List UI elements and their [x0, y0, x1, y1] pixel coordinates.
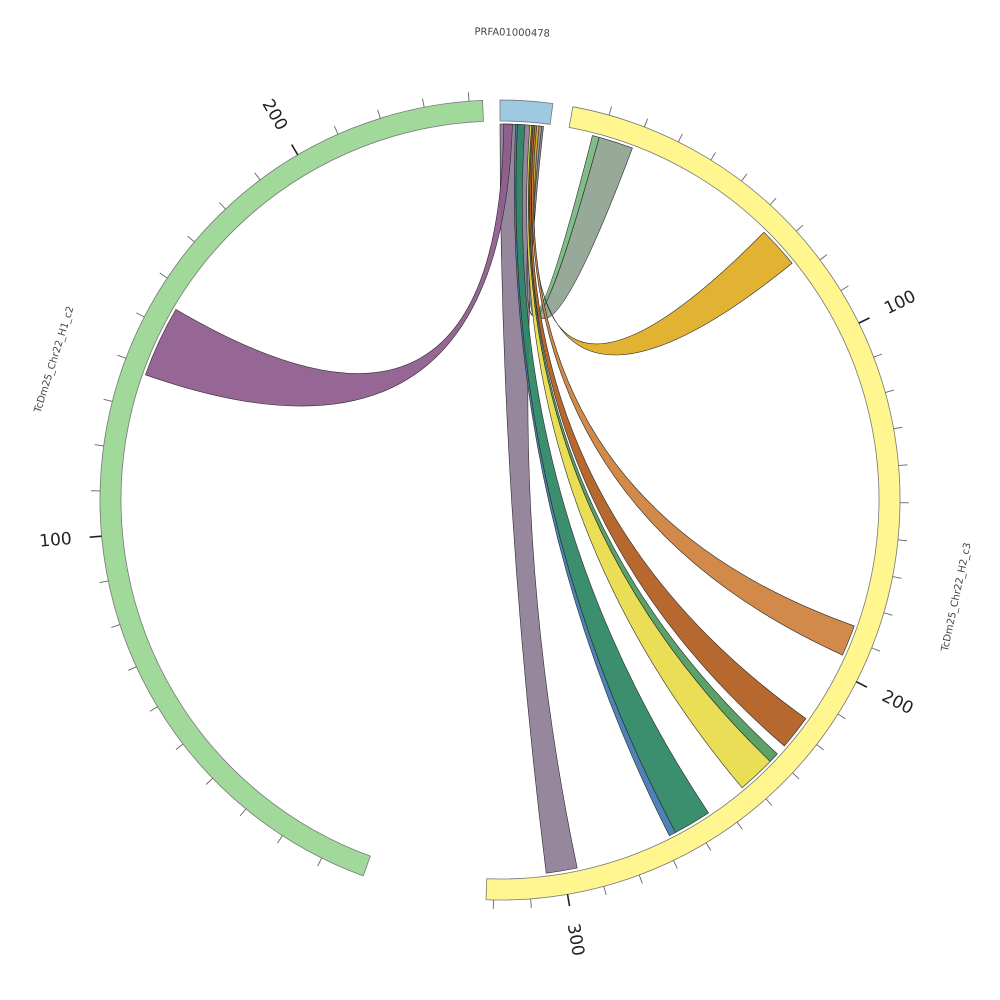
minor-tick: [99, 580, 109, 584]
minor-tick: [254, 172, 261, 181]
ideogram-prfa01000478: [499, 99, 554, 125]
minor-tick: [893, 426, 903, 430]
minor-tick: [765, 798, 773, 806]
minor-tick: [840, 285, 849, 291]
minor-tick: [705, 842, 712, 851]
tick-label-tcdm25-chr22-h2-c3-300: 300: [563, 922, 588, 957]
minor-tick: [159, 272, 168, 279]
minor-tick: [898, 464, 908, 467]
minor-tick: [128, 666, 137, 671]
sequence-label-tcdm25-chr22-h1-c2: TcDm25_Chr22_H1_c2: [32, 305, 76, 415]
minor-tick: [111, 624, 121, 628]
minor-tick: [837, 713, 846, 720]
minor-tick: [467, 92, 470, 102]
minor-tick: [885, 389, 895, 393]
tick-label-tcdm25-chr22-h2-c3-200: 200: [879, 686, 917, 719]
major-tick: [858, 317, 870, 324]
minor-tick: [377, 109, 381, 119]
ideogram-tcdm25-chr22-h2-c3: [485, 106, 901, 901]
link-ribbon-2: [145, 123, 513, 407]
minor-tick: [736, 821, 743, 830]
minor-tick: [892, 576, 902, 579]
minor-tick: [205, 777, 213, 785]
minor-tick: [149, 706, 158, 712]
minor-tick: [819, 254, 828, 261]
minor-tick: [136, 312, 145, 318]
minor-tick: [643, 118, 649, 128]
major-tick: [855, 681, 868, 688]
minor-tick: [117, 354, 127, 359]
minor-tick: [792, 772, 800, 780]
minor-tick: [897, 539, 908, 542]
minor-tick: [710, 152, 716, 161]
minor-tick: [530, 898, 532, 908]
minor-tick: [873, 353, 883, 358]
tick-label-tcdm25-chr22-h2-c3-100: 100: [881, 287, 919, 319]
minor-tick: [219, 202, 226, 210]
minor-tick: [883, 612, 893, 616]
links-layer: [145, 123, 855, 874]
minor-tick: [422, 98, 425, 108]
major-tick: [291, 144, 299, 156]
link-ribbon-3: [529, 125, 633, 319]
major-tick: [89, 535, 102, 539]
ideogram-layer: [89, 92, 909, 909]
minor-tick: [741, 173, 748, 182]
sequence-label-tcdm25-chr22-h2-c3: TcDm25_Chr22_H2_c3: [940, 542, 974, 654]
link-ribbon-9: [526, 124, 771, 789]
minor-tick: [103, 398, 113, 402]
ideogram-tcdm25-chr22-h1-c2: [99, 99, 484, 877]
minor-tick: [317, 857, 323, 867]
minor-tick: [795, 224, 804, 232]
link-ribbon-11: [513, 124, 676, 837]
tick-label-tcdm25-chr22-h1-c2-100: 100: [39, 529, 73, 552]
minor-tick: [175, 743, 184, 750]
link-ribbon-6: [531, 125, 855, 656]
minor-tick: [187, 235, 195, 243]
minor-tick: [603, 886, 607, 896]
minor-tick: [277, 835, 283, 844]
minor-tick: [673, 860, 678, 869]
major-tick: [566, 894, 571, 907]
minor-tick: [677, 133, 683, 143]
minor-tick: [871, 647, 881, 652]
minor-tick: [816, 744, 824, 751]
minor-tick: [638, 874, 643, 884]
minor-tick: [333, 125, 339, 135]
minor-tick: [94, 444, 104, 447]
minor-tick: [239, 808, 247, 817]
minor-tick: [608, 106, 612, 116]
sequence-label-prfa01000478: PRFA01000478: [474, 27, 550, 40]
minor-tick: [769, 197, 777, 206]
link-ribbon-7: [529, 125, 807, 747]
tick-label-tcdm25-chr22-h1-c2-200: 200: [258, 96, 292, 134]
